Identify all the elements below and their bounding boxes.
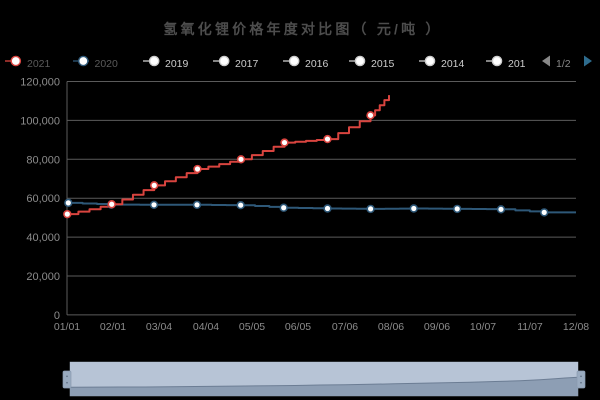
svg-text:120,000: 120,000 xyxy=(20,77,60,89)
svg-text:2014: 2014 xyxy=(441,58,465,70)
svg-text:80,000: 80,000 xyxy=(26,154,60,166)
svg-text:06/05: 06/05 xyxy=(285,321,311,333)
svg-text:05/05: 05/05 xyxy=(239,321,265,333)
svg-text:10/07: 10/07 xyxy=(470,321,496,333)
svg-text:07/06: 07/06 xyxy=(332,321,358,333)
svg-text:40,000: 40,000 xyxy=(26,232,60,244)
svg-text:60,000: 60,000 xyxy=(26,193,60,205)
svg-text:09/06: 09/06 xyxy=(424,321,450,333)
svg-text:12/08: 12/08 xyxy=(563,321,589,333)
svg-text:2015: 2015 xyxy=(371,58,395,70)
svg-text:01/01: 01/01 xyxy=(54,321,80,333)
svg-text:100,000: 100,000 xyxy=(20,115,60,127)
svg-text:11/07: 11/07 xyxy=(517,321,543,333)
svg-text:2019: 2019 xyxy=(165,58,189,70)
svg-text:04/04: 04/04 xyxy=(193,321,219,333)
svg-text:2017: 2017 xyxy=(235,58,259,70)
svg-text:08/06: 08/06 xyxy=(378,321,404,333)
svg-text:2021: 2021 xyxy=(27,58,51,70)
svg-text:1/2: 1/2 xyxy=(556,58,571,70)
svg-text:03/04: 03/04 xyxy=(146,321,172,333)
svg-text:201: 201 xyxy=(508,58,526,70)
svg-text:02/01: 02/01 xyxy=(100,321,126,333)
svg-text:20,000: 20,000 xyxy=(26,271,60,283)
svg-text:2020: 2020 xyxy=(95,58,119,70)
svg-text:2016: 2016 xyxy=(305,58,329,70)
